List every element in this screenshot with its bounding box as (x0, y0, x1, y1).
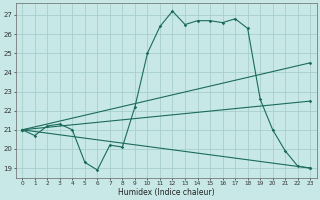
X-axis label: Humidex (Indice chaleur): Humidex (Indice chaleur) (118, 188, 214, 197)
